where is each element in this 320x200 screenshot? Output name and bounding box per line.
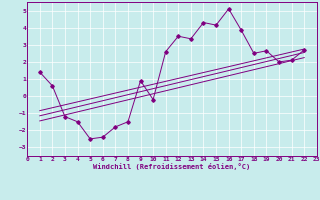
X-axis label: Windchill (Refroidissement éolien,°C): Windchill (Refroidissement éolien,°C): [93, 163, 251, 170]
